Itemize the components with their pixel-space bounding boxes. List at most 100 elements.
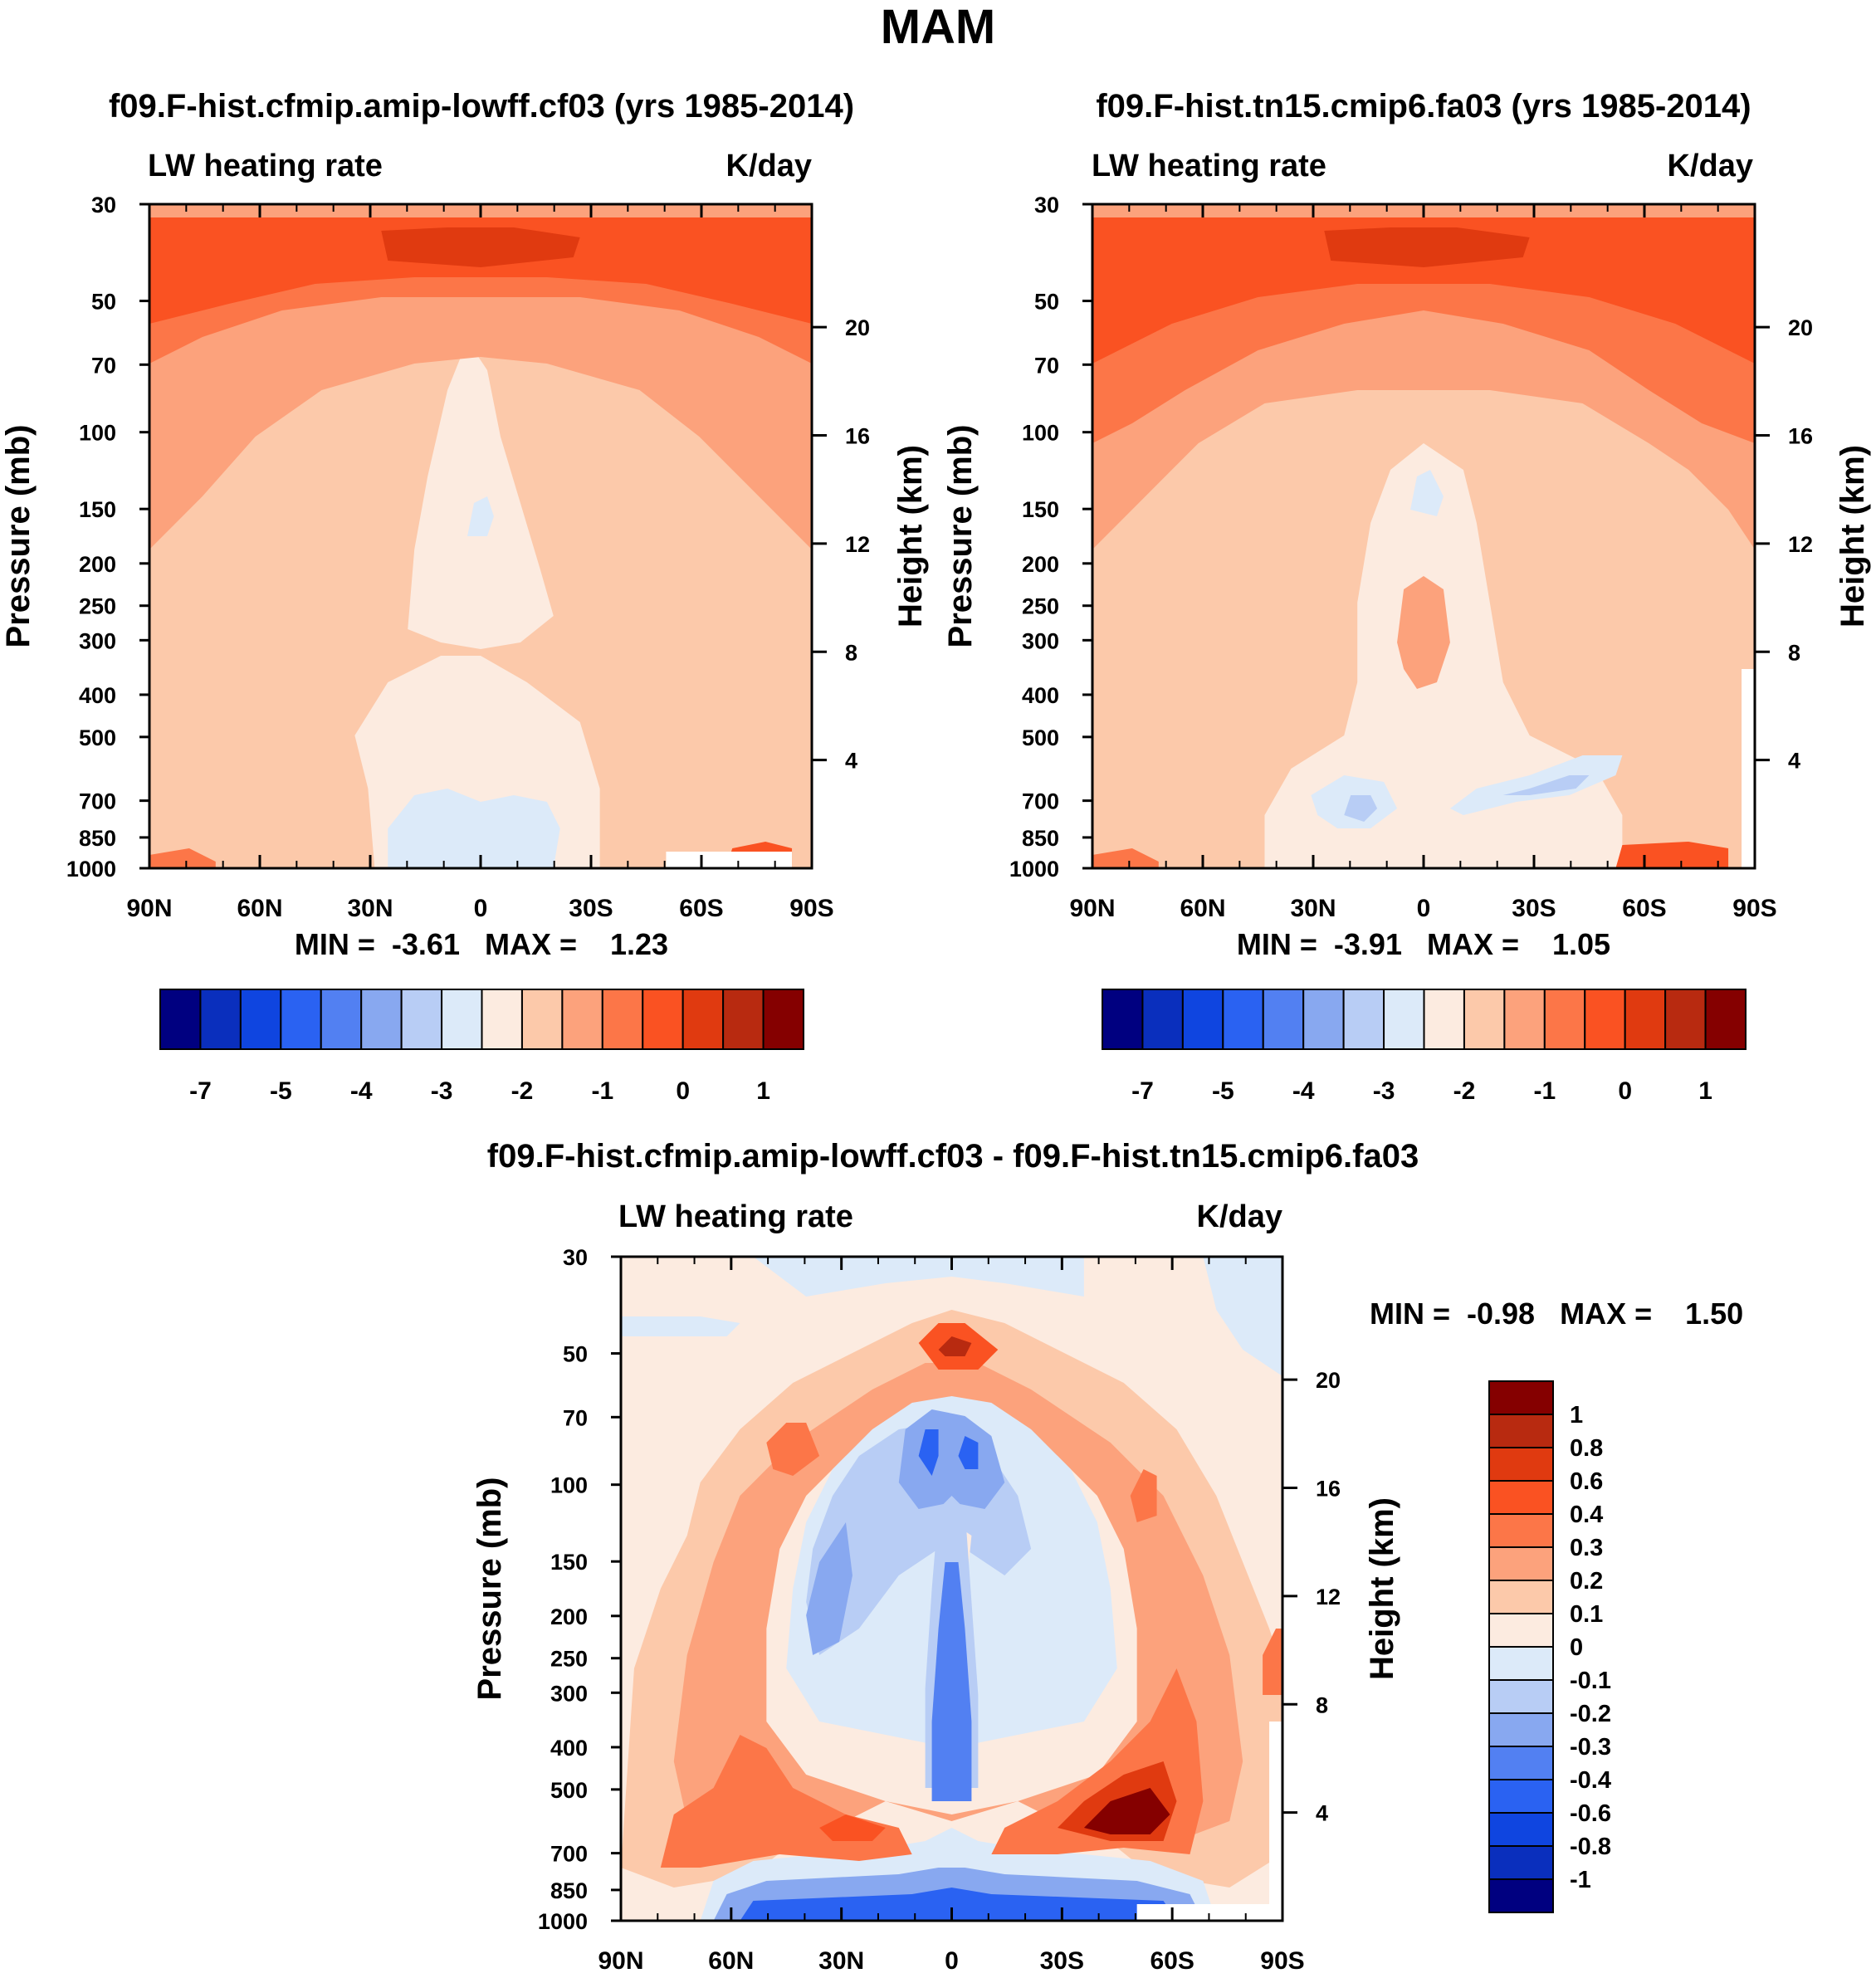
y-tick-label: 70	[91, 353, 116, 378]
y2-tick-label: 16	[845, 424, 870, 449]
figure-title: MAM	[881, 0, 996, 54]
x-tick-label: 90S	[1260, 1947, 1304, 1975]
colorbar-label: -2	[511, 1077, 534, 1105]
colorbar-swatch	[1488, 1812, 1554, 1847]
panel-3-title: f09.F-hist.cfmip.amip-lowff.cf03 - f09.F…	[487, 1138, 1419, 1175]
colorbar-label: -3	[431, 1077, 453, 1105]
y-tick-label: 70	[563, 1405, 588, 1430]
colorbar-label: -2	[1453, 1077, 1476, 1105]
contour-warm-peak-core	[938, 1336, 972, 1356]
colorbar-label: -0.4	[1570, 1767, 1611, 1794]
panel-2-y2label: Height (km)	[1834, 445, 1871, 628]
y-tick-label: 250	[1022, 594, 1059, 619]
colorbar-label: 1	[1570, 1402, 1583, 1429]
colorbar-swatch	[1488, 1712, 1554, 1747]
panel-2-title: f09.F-hist.tn15.cmip6.fa03 (yrs 1985-201…	[1096, 88, 1751, 125]
colorbar-swatch	[1488, 1878, 1554, 1913]
colorbar-label: 0.8	[1570, 1435, 1603, 1462]
colorbar-swatch	[1463, 989, 1506, 1050]
x-tick-label: 0	[945, 1947, 959, 1975]
contour-neg-left-core	[1344, 795, 1378, 822]
x-tick-label: 0	[474, 895, 488, 922]
colorbar-swatch	[1423, 989, 1465, 1050]
colorbar-label: 1	[1698, 1077, 1712, 1105]
x-tick-label: 30N	[347, 895, 393, 922]
colorbar-swatch	[1704, 989, 1747, 1050]
colorbar-label: -4	[1292, 1077, 1315, 1105]
panel-3-ylabel: Pressure (mb)	[471, 1477, 508, 1701]
x-tick-label: 60S	[1150, 1947, 1194, 1975]
panel-model-1: f09.F-hist.cfmip.amip-lowff.cf03 (yrs 19…	[0, 88, 929, 1105]
x-tick-label: 30N	[818, 1947, 864, 1975]
panel-2-units-label: K/day	[1668, 149, 1753, 183]
contour-left-cold-blob	[806, 1522, 853, 1655]
panel-3-units-label: K/day	[1197, 1199, 1282, 1234]
colorbar-swatch	[1488, 1679, 1554, 1714]
panel-1-ylabel: Pressure (mb)	[0, 425, 37, 648]
y-tick-label: 700	[79, 789, 116, 814]
contour-surface-negative	[388, 789, 560, 868]
y-tick-label: 300	[1022, 628, 1059, 653]
x-tick-label: 90S	[1732, 895, 1776, 922]
contour-mid-warm	[1397, 576, 1450, 689]
y-tick-label: 1000	[538, 1909, 588, 1934]
contour-top-neg-center	[753, 1257, 1084, 1297]
x-tick-label: 60N	[708, 1947, 754, 1975]
y-tick-label: 500	[1022, 725, 1059, 750]
contour-neg-left-strip	[621, 1316, 740, 1336]
panel-2-field	[1092, 204, 1755, 868]
panel-3-variable-label: LW heating rate	[618, 1199, 853, 1234]
y-tick-label: 150	[79, 497, 116, 522]
colorbar-swatch	[280, 989, 322, 1050]
colorbar-label: -0.8	[1570, 1834, 1611, 1860]
panel-2-variable-label: LW heating rate	[1092, 149, 1326, 183]
colorbar-swatch	[441, 989, 483, 1050]
panel-1-title: f09.F-hist.cfmip.amip-lowff.cf03 (yrs 19…	[109, 88, 854, 125]
y-tick-label: 150	[1022, 497, 1059, 522]
contour-cold-column-core	[931, 1562, 972, 1801]
contour-mid-negative	[467, 496, 494, 536]
colorbar-label: 0	[1570, 1634, 1583, 1661]
colorbar-swatch	[1584, 989, 1626, 1050]
y2-tick-label: 16	[1788, 424, 1813, 449]
contour-surface-warm-left	[149, 848, 216, 868]
contour-mid-negative	[1410, 470, 1444, 516]
colorbar-label: 0.6	[1570, 1468, 1603, 1495]
y-tick-label: 50	[91, 290, 116, 315]
missing-data-region	[666, 852, 793, 868]
y-tick-label: 400	[79, 683, 116, 708]
x-tick-label: 30S	[1040, 1947, 1084, 1975]
colorbar-label: 0.2	[1570, 1568, 1603, 1595]
y2-tick-label: 20	[845, 315, 870, 340]
y-tick-label: 400	[1022, 683, 1059, 708]
colorbar-swatch	[199, 989, 242, 1050]
x-tick-label: 30S	[569, 895, 613, 922]
colorbar-swatch	[1488, 1779, 1554, 1814]
colorbar-swatch	[320, 989, 363, 1050]
x-tick-label: 90N	[598, 1947, 643, 1975]
y-tick-label: 700	[1022, 789, 1059, 814]
y2-tick-label: 8	[845, 640, 857, 665]
panel-3-y2label: Height (km)	[1364, 1497, 1400, 1680]
y-tick-label: 50	[1034, 290, 1059, 315]
colorbar-swatch	[1342, 989, 1385, 1050]
y-tick-label: 30	[1034, 193, 1059, 217]
y-tick-label: 850	[79, 826, 116, 851]
y-tick-label: 150	[550, 1550, 588, 1575]
panel-1-colorbar: -7 -5 -4 -3 -2 -1 0 1	[159, 989, 804, 1105]
x-tick-label: 30N	[1290, 895, 1336, 922]
y-tick-label: 250	[550, 1647, 588, 1672]
y2-tick-label: 8	[1788, 640, 1800, 665]
contour-neg-right	[1449, 755, 1623, 815]
colorbar-swatch	[1262, 989, 1305, 1050]
y-tick-label: 1000	[1009, 857, 1059, 882]
colorbar-swatch	[1624, 989, 1667, 1050]
colorbar-label: 0.3	[1570, 1535, 1603, 1561]
colorbar-swatch	[762, 989, 804, 1050]
x-tick-label: 0	[1417, 895, 1431, 922]
colorbar-swatch	[1488, 1447, 1554, 1482]
y-tick-label: 70	[1034, 353, 1059, 378]
y-tick-label: 850	[550, 1878, 588, 1903]
y-tick-label: 700	[550, 1842, 588, 1867]
missing-data-region	[1742, 669, 1755, 868]
